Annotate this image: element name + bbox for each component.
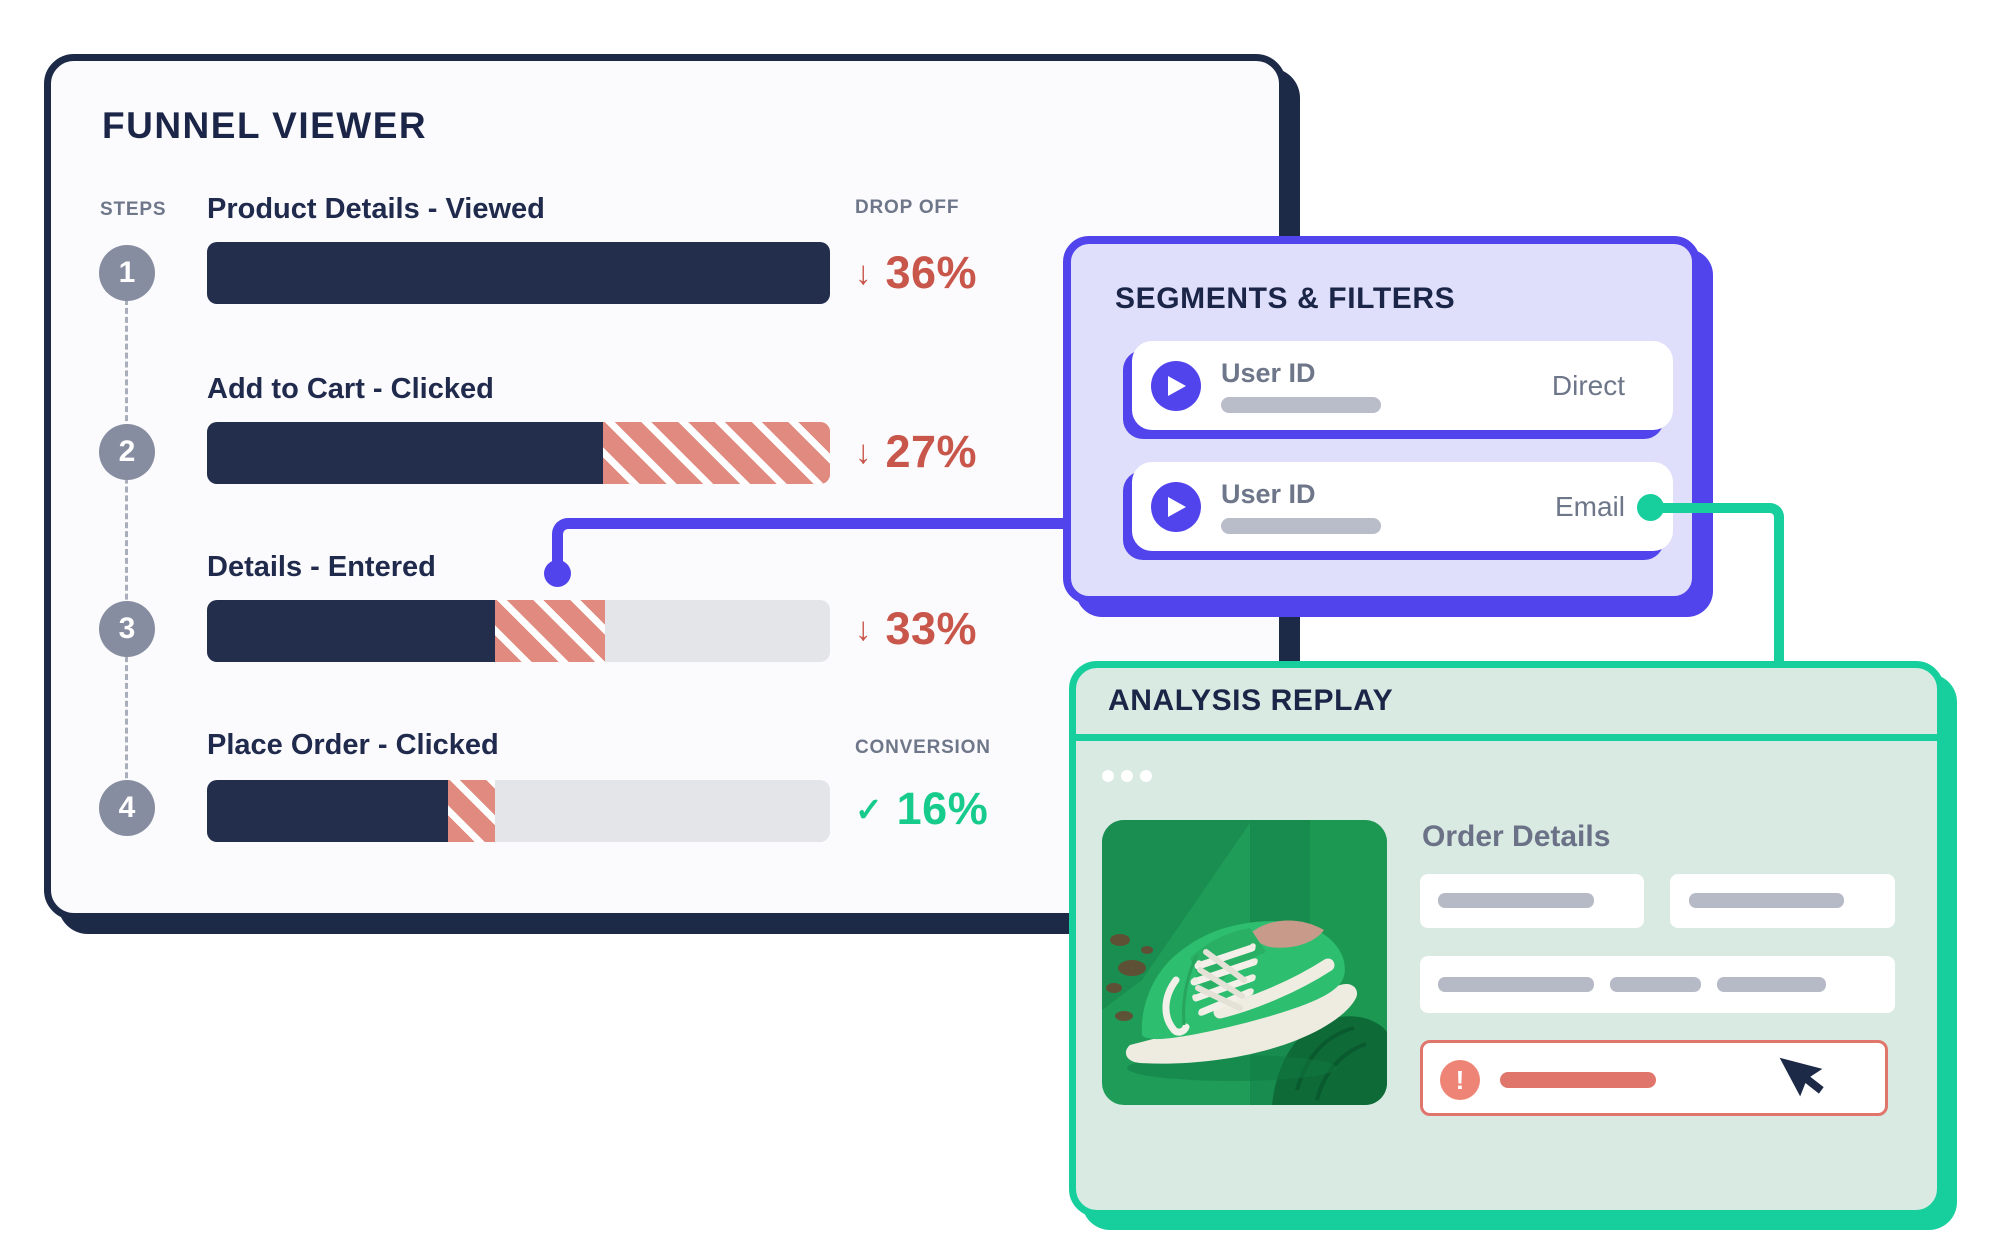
bar-dropoff-segment bbox=[494, 600, 606, 662]
dropoff-value: 27% bbox=[885, 426, 978, 477]
replay-header: ANALYSIS REPLAY bbox=[1076, 668, 1937, 741]
product-photo-sneaker bbox=[1102, 820, 1387, 1105]
analysis-replay-card: ANALYSIS REPLAY bbox=[1069, 661, 1944, 1217]
window-dots-icon bbox=[1102, 770, 1152, 782]
segment-value: Email bbox=[1554, 490, 1625, 522]
placeholder-bar bbox=[1717, 977, 1826, 992]
bar-dropoff-segment bbox=[603, 422, 830, 484]
segment-value: Direct bbox=[1551, 369, 1625, 401]
play-button[interactable] bbox=[1151, 481, 1201, 532]
bar-completed-segment bbox=[207, 780, 449, 842]
step-label: Place Order - Clicked bbox=[207, 729, 499, 761]
step-number-badge: 2 bbox=[99, 424, 155, 480]
funnel-bar bbox=[207, 600, 830, 662]
alert-mark: ! bbox=[1455, 1064, 1465, 1095]
segment-field-block: User ID bbox=[1221, 479, 1555, 534]
window-dot bbox=[1140, 770, 1152, 782]
dropoff-value-row: ↓ 36% bbox=[855, 241, 977, 305]
steps-column-label: STEPS bbox=[100, 199, 167, 220]
replay-connector-dot bbox=[1637, 494, 1664, 521]
step-label: Add to Cart - Clicked bbox=[207, 373, 494, 405]
play-icon bbox=[1168, 496, 1186, 517]
step-number: 4 bbox=[118, 791, 136, 824]
placeholder-field bbox=[1670, 874, 1895, 928]
step-number-badge: 1 bbox=[99, 245, 155, 301]
placeholder-bar bbox=[1221, 518, 1381, 534]
arrow-down-icon: ↓ bbox=[855, 610, 872, 647]
step-connector-dashed-line bbox=[125, 299, 128, 805]
step-number: 1 bbox=[118, 256, 136, 289]
placeholder-bar bbox=[1438, 977, 1594, 992]
alert-icon: ! bbox=[1440, 1060, 1480, 1100]
arrow-down-icon: ↓ bbox=[855, 433, 872, 470]
replay-title: ANALYSIS REPLAY bbox=[1108, 684, 1394, 717]
placeholder-bar bbox=[1610, 977, 1701, 992]
placeholder-bar bbox=[1221, 397, 1381, 413]
dropoff-value: 33% bbox=[885, 603, 978, 654]
segment-row-direct[interactable]: User ID Direct bbox=[1132, 341, 1673, 430]
replay-connector-line bbox=[1652, 503, 1784, 665]
dropoff-value-row: ↓ 33% bbox=[855, 597, 977, 661]
bar-completed-segment bbox=[207, 422, 604, 484]
conversion-column-label: CONVERSION bbox=[855, 737, 991, 758]
funnel-bar bbox=[207, 780, 830, 842]
placeholder-bar bbox=[1438, 893, 1594, 908]
segment-row-email[interactable]: User ID Email bbox=[1132, 462, 1673, 551]
order-details-heading: Order Details bbox=[1422, 820, 1611, 853]
check-icon: ✓ bbox=[855, 790, 883, 828]
conversion-value-row: ✓ 16% bbox=[855, 777, 988, 841]
placeholder-bar bbox=[1689, 893, 1844, 908]
conversion-value: 16% bbox=[896, 783, 989, 834]
segments-title: SEGMENTS & FILTERS bbox=[1115, 282, 1456, 315]
segments-connector-dot bbox=[544, 560, 571, 587]
dropoff-value-row: ↓ 27% bbox=[855, 420, 977, 484]
step-number-badge: 3 bbox=[99, 601, 155, 657]
arrow-down-icon: ↓ bbox=[855, 254, 872, 291]
dropoff-column-label: DROP OFF bbox=[855, 197, 960, 218]
step-number: 2 bbox=[118, 435, 136, 468]
play-icon bbox=[1168, 375, 1186, 396]
segments-filters-card: SEGMENTS & FILTERS User ID Direct User I… bbox=[1063, 236, 1700, 604]
cursor-icon bbox=[1776, 1046, 1840, 1115]
play-button[interactable] bbox=[1151, 360, 1201, 411]
window-dot bbox=[1102, 770, 1114, 782]
funnel-bar bbox=[207, 422, 830, 484]
step-number: 3 bbox=[118, 612, 136, 645]
segments-connector-line bbox=[552, 518, 1064, 576]
error-placeholder-bar bbox=[1500, 1072, 1656, 1088]
bar-dropoff-segment bbox=[448, 780, 495, 842]
funnel-title: FUNNEL VIEWER bbox=[102, 105, 428, 146]
segment-field-block: User ID bbox=[1221, 358, 1552, 413]
segment-field-name: User ID bbox=[1221, 358, 1316, 388]
funnel-bar bbox=[207, 242, 830, 304]
step-label: Product Details - Viewed bbox=[207, 193, 545, 225]
step-label: Details - Entered bbox=[207, 551, 436, 583]
sneaker-illustration bbox=[1102, 820, 1387, 1105]
placeholder-field bbox=[1420, 874, 1644, 928]
bar-completed-segment bbox=[207, 242, 830, 304]
step-number-badge: 4 bbox=[99, 780, 155, 836]
bar-completed-segment bbox=[207, 600, 495, 662]
placeholder-field-wide bbox=[1420, 956, 1895, 1013]
dropoff-value: 36% bbox=[885, 247, 978, 298]
segment-field-name: User ID bbox=[1221, 479, 1316, 509]
window-dot bbox=[1121, 770, 1133, 782]
